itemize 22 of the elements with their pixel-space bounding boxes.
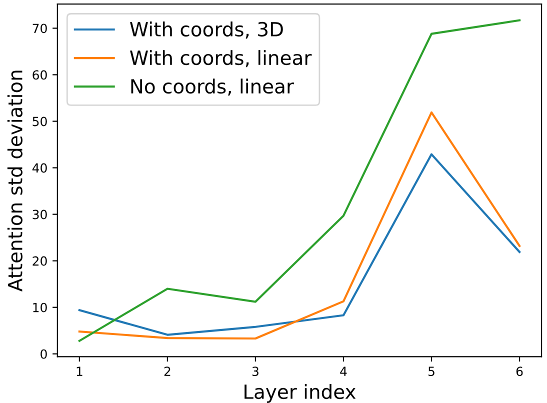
x-axis-title: Layer index [244, 384, 356, 403]
x-tick-label: 4 [340, 366, 347, 376]
x-tick-label: 5 [428, 366, 434, 376]
line-series [78, 19, 521, 342]
y-tick-label: 30 [32, 210, 47, 220]
y-tick-label: 70 [32, 24, 47, 34]
y-tick-label: 60 [32, 70, 47, 80]
legend-label: With coords, 3D [130, 22, 283, 39]
y-axis-title: Attention std deviation [7, 70, 22, 292]
y-tick-label: 10 [33, 302, 47, 312]
line-series [78, 111, 521, 340]
y-tick-label: 40 [32, 163, 47, 173]
y-tick-label: 50 [32, 116, 47, 126]
line-series [78, 153, 521, 336]
y-tick-label: 0 [40, 349, 47, 359]
y-tick-label: 20 [32, 256, 47, 266]
x-tick-label: 1 [76, 366, 82, 376]
x-tick-label: 6 [516, 366, 523, 376]
legend-label: With coords, linear [130, 50, 312, 68]
legend-label: No coords, linear [131, 78, 294, 96]
x-tick-label: 2 [164, 366, 170, 376]
x-tick-label: 3 [252, 366, 258, 376]
